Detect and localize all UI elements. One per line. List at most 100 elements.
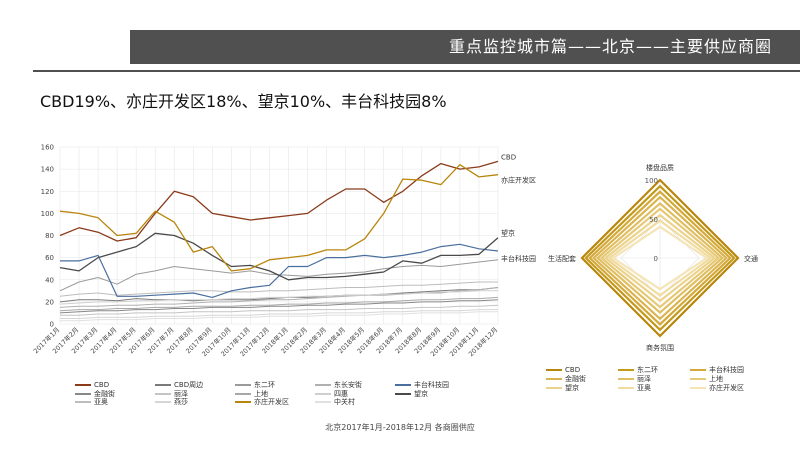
legend-label: 丽泽 — [174, 389, 188, 398]
series-line-丽泽 — [60, 304, 499, 316]
legend-swatch — [235, 401, 251, 403]
radar-legend-item: CBD — [546, 366, 580, 374]
radar-series-亦庄开发区 — [611, 225, 709, 291]
legend-item: 燕莎 — [155, 398, 188, 406]
legend-item: 上地 — [235, 390, 268, 398]
header-rule — [33, 70, 800, 72]
legend-item: CBD — [75, 381, 109, 389]
legend-label: 亦庄开发区 — [254, 398, 289, 406]
legend-swatch — [690, 377, 706, 381]
legend-item: 东长安街 — [315, 381, 362, 389]
supply-line-chart: 0204060801001201401602017年1月2017年2月2017年… — [31, 144, 536, 359]
legend-label: 中关村 — [334, 398, 355, 406]
legend-swatch — [618, 368, 634, 372]
series-line-燕莎 — [60, 309, 498, 319]
y-tick-label: 100 — [41, 210, 54, 218]
series-line-CBD周边 — [59, 287, 499, 303]
legend-swatch — [315, 401, 331, 403]
legend-swatch — [618, 386, 634, 390]
legend-swatch — [690, 368, 706, 372]
radar-axis-label: 商务氛围 — [646, 343, 674, 352]
legend-label: 上地 — [254, 389, 268, 398]
radar-series-金融街 — [592, 195, 728, 321]
series-line-亚奥 — [59, 281, 498, 297]
legend-swatch — [75, 401, 91, 403]
radar-axis-label: 生活配套 — [548, 254, 576, 263]
radar-series-东二环 — [584, 184, 736, 332]
legend-swatch — [75, 392, 91, 395]
series-line-亦庄开发区 — [59, 164, 499, 272]
legend-label: 燕莎 — [174, 398, 188, 406]
legend-label: 亚奥 — [637, 384, 651, 392]
legend-item: 亚奥 — [75, 398, 108, 406]
legend-swatch — [315, 392, 331, 395]
legend-label: CBD周边 — [174, 381, 204, 389]
source-note: 北京2017年1月-2018年12月 各商圈供应 — [325, 423, 475, 432]
end-label: 望京 — [501, 229, 515, 238]
y-tick-label: 120 — [41, 188, 54, 196]
legend-swatch — [155, 392, 171, 395]
legend-label: 东二环 — [254, 381, 275, 389]
page-title: 重点监控城市篇——北京——主要供应商圈 — [448, 37, 772, 56]
legend-label: 望京 — [414, 389, 428, 398]
legend-swatch — [690, 386, 706, 390]
radar-series-望京 — [603, 213, 717, 303]
y-tick-label: 0 — [50, 321, 54, 329]
legend-swatch — [155, 384, 171, 386]
legend-item: 丽泽 — [155, 390, 188, 398]
legend-item: 亦庄开发区 — [235, 398, 289, 406]
legend-swatch — [546, 386, 562, 390]
header-banner: 重点监控城市篇——北京——主要供应商圈 — [130, 30, 800, 64]
y-tick-label: 80 — [45, 232, 54, 240]
radar-legend-item: 亚奥 — [618, 384, 651, 392]
radar-legend-item: 丽泽 — [618, 375, 651, 383]
legend-swatch — [155, 401, 171, 403]
legend-item: CBD周边 — [155, 381, 203, 389]
radar-axis-label: 交通 — [744, 254, 758, 263]
radar-tick-label: 50 — [649, 216, 658, 224]
gridlines — [59, 146, 499, 325]
radar-tick-label: 0 — [654, 255, 658, 263]
legend-item: 丰台科技园 — [395, 381, 449, 389]
legend-swatch — [235, 392, 251, 395]
y-tick-label: 140 — [41, 166, 54, 174]
series-line-CBD — [59, 160, 499, 242]
legend-label: 望京 — [565, 384, 579, 392]
legend-swatch — [395, 384, 411, 386]
legend-label: CBD — [565, 366, 581, 374]
radar-legend-item: 丰台科技园 — [690, 366, 744, 374]
legend-item: 东二环 — [235, 381, 275, 389]
y-tick-label: 40 — [45, 276, 54, 284]
series-line-丰台科技园 — [60, 243, 499, 298]
legend-label: 东长安街 — [334, 381, 362, 389]
series-line-上地 — [59, 296, 499, 312]
legend-swatch — [546, 368, 562, 372]
legend-swatch — [235, 384, 251, 386]
legend-label: 东二环 — [637, 366, 658, 374]
y-tick-label: 60 — [45, 254, 54, 262]
y-tick-label: 160 — [41, 144, 54, 152]
legend-swatch — [618, 377, 634, 381]
legend-label: 亦庄开发区 — [709, 384, 744, 392]
legend-label: 丰台科技园 — [709, 366, 744, 374]
headline: CBD19%、亦庄开发区18%、望京10%、丰台科技园8% — [40, 92, 447, 111]
series-line-望京 — [59, 232, 499, 281]
legend-label: 亚奥 — [94, 398, 108, 406]
radar-series-丽泽 — [595, 201, 725, 315]
series-line-中关村 — [60, 311, 498, 322]
series-line-金融街 — [59, 299, 499, 314]
radar-series-CBD — [580, 178, 740, 338]
legend-swatch — [546, 377, 562, 381]
legend-label: CBD — [94, 381, 110, 389]
radar-legend-item: 亦庄开发区 — [690, 384, 744, 392]
radar-series-丰台科技园 — [588, 190, 732, 326]
legend-swatch — [395, 392, 411, 395]
legend-item: 望京 — [395, 390, 428, 398]
end-label: 丰台科技园 — [501, 254, 536, 263]
legend-label: 丽泽 — [637, 375, 651, 383]
radar-legend-item: 东二环 — [618, 366, 658, 374]
legend-item: 金融街 — [75, 390, 115, 398]
legend-label: 金融街 — [565, 375, 586, 383]
legend-item: 四惠 — [315, 390, 348, 398]
